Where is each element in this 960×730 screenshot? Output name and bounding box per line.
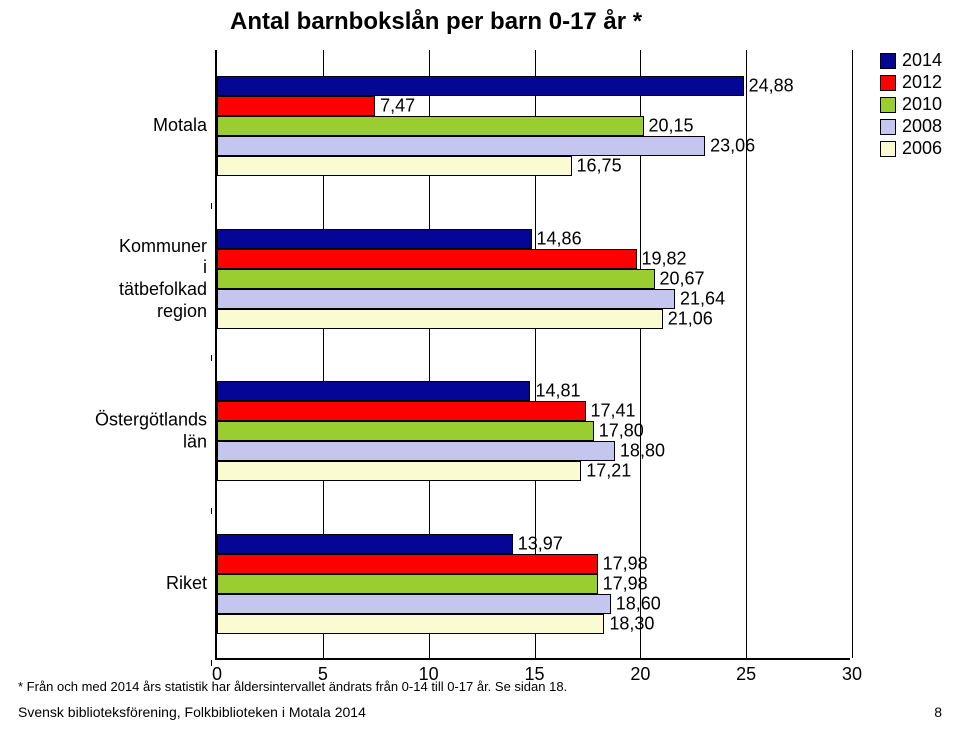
page-number: 8 (934, 704, 942, 720)
bar-value-label: 13,97 (518, 533, 563, 554)
legend-label: 2008 (902, 116, 942, 137)
bar: 13,97 (217, 534, 513, 554)
legend-item: 2008 (880, 116, 942, 137)
legend-item: 2006 (880, 138, 942, 159)
x-tick-label: 20 (630, 664, 650, 685)
bar: 18,60 (217, 594, 611, 614)
bar: 17,98 (217, 554, 598, 574)
legend-swatch (880, 53, 896, 69)
chart-title: Antal barnbokslån per barn 0-17 år * (230, 8, 642, 36)
bar-value-label: 17,98 (603, 573, 648, 594)
bar: 20,67 (217, 269, 655, 289)
bar: 18,30 (217, 614, 604, 634)
bar-value-label: 16,75 (577, 156, 622, 177)
bar: 23,06 (217, 136, 705, 156)
bar: 17,80 (217, 421, 594, 441)
bar: 21,06 (217, 309, 663, 329)
bar-value-label: 19,82 (642, 248, 687, 269)
footnote: * Från och med 2014 års statistik har ål… (18, 679, 567, 694)
bar: 14,81 (217, 381, 530, 401)
plot-area: 051015202530Motala24,887,4720,1523,0616,… (215, 50, 850, 660)
legend-label: 2006 (902, 138, 942, 159)
legend-swatch (880, 97, 896, 113)
y-tick (211, 660, 212, 666)
bar-value-label: 17,98 (603, 553, 648, 574)
y-tick (211, 508, 212, 514)
bar-value-label: 14,86 (537, 228, 582, 249)
bar-value-label: 21,64 (680, 288, 725, 309)
legend-label: 2014 (902, 50, 942, 71)
bar-value-label: 18,30 (609, 613, 654, 634)
y-tick (211, 355, 212, 361)
y-category-label: Kommuner i tätbefolkad region (119, 236, 207, 322)
x-tick-label: 25 (736, 664, 756, 685)
y-tick (211, 203, 212, 209)
x-tick-label: 30 (842, 664, 862, 685)
bar-value-label: 17,41 (591, 401, 636, 422)
bar: 16,75 (217, 156, 572, 176)
legend: 2014 2012 2010 2008 2006 (880, 50, 942, 160)
bar: 19,82 (217, 249, 637, 269)
legend-item: 2012 (880, 72, 942, 93)
bar: 24,88 (217, 76, 744, 96)
bar: 7,47 (217, 96, 375, 116)
y-category-label: Riket (166, 573, 207, 595)
legend-item: 2010 (880, 94, 942, 115)
y-category-label: Motala (153, 115, 207, 137)
bar-value-label: 20,67 (660, 268, 705, 289)
bar-value-label: 17,21 (586, 461, 631, 482)
legend-label: 2010 (902, 94, 942, 115)
y-category-label: Östergötlands län (95, 410, 207, 453)
bar: 17,41 (217, 401, 586, 421)
bar-value-label: 24,88 (749, 76, 794, 97)
bar-value-label: 17,80 (599, 421, 644, 442)
bar-value-label: 18,60 (616, 593, 661, 614)
bar-value-label: 20,15 (649, 116, 694, 137)
bar-value-label: 21,06 (668, 308, 713, 329)
bar-value-label: 23,06 (710, 136, 755, 157)
bar-value-label: 18,80 (620, 441, 665, 462)
bar: 18,80 (217, 441, 615, 461)
bar: 20,15 (217, 116, 644, 136)
legend-swatch (880, 119, 896, 135)
bar-value-label: 14,81 (535, 381, 580, 402)
bar: 21,64 (217, 289, 675, 309)
bar: 17,98 (217, 574, 598, 594)
footer-text: Svensk biblioteksförening, Folkbibliotek… (18, 704, 366, 720)
gridline (852, 50, 853, 658)
legend-swatch (880, 141, 896, 157)
bar: 14,86 (217, 229, 532, 249)
legend-item: 2014 (880, 50, 942, 71)
legend-label: 2012 (902, 72, 942, 93)
bar: 17,21 (217, 461, 581, 481)
legend-swatch (880, 75, 896, 91)
bar-value-label: 7,47 (380, 96, 415, 117)
